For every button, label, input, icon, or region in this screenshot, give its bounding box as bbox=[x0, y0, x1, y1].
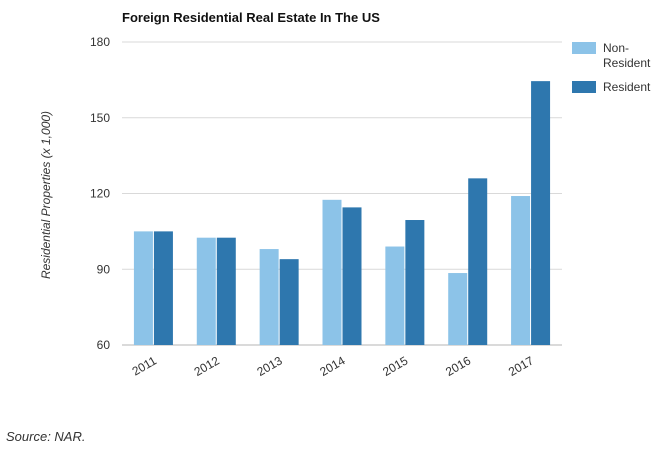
chart-title: Foreign Residential Real Estate In The U… bbox=[122, 10, 380, 25]
legend-item: Non-Resident bbox=[572, 41, 651, 70]
y-tick-label: 60 bbox=[97, 338, 111, 352]
bar-resident-2015 bbox=[405, 220, 425, 345]
bar-non-resident-2015 bbox=[385, 246, 405, 345]
bar-resident-2014 bbox=[342, 207, 362, 345]
source-note: Source: NAR. bbox=[6, 429, 86, 444]
x-axis-ticks: 2011 2012 2013 2014 2015 2016 2017 bbox=[130, 353, 537, 379]
y-axis-label: Residential Properties (x 1,000) bbox=[39, 111, 53, 279]
y-tick-label: 90 bbox=[97, 262, 111, 276]
bar-non-resident-2011 bbox=[133, 231, 153, 345]
bar-non-resident-2013 bbox=[259, 249, 279, 345]
legend-swatch bbox=[572, 81, 596, 93]
bar-non-resident-2017 bbox=[511, 196, 531, 345]
x-tick-label: 2016 bbox=[443, 353, 473, 379]
bar-non-resident-2014 bbox=[322, 199, 342, 345]
x-tick-label: 2012 bbox=[192, 353, 222, 379]
bar-resident-2013 bbox=[279, 259, 299, 345]
legend: Non-Resident Resident bbox=[572, 41, 651, 94]
legend-label: Resident bbox=[603, 80, 651, 94]
bar-resident-2017 bbox=[531, 81, 551, 345]
x-tick-label: 2014 bbox=[317, 353, 347, 379]
y-tick-label: 180 bbox=[90, 35, 110, 49]
x-tick-label: 2015 bbox=[380, 353, 410, 379]
bar-non-resident-2012 bbox=[196, 237, 216, 345]
bar-non-resident-2016 bbox=[448, 273, 468, 345]
bars bbox=[133, 81, 551, 345]
grid-lines bbox=[122, 41, 562, 346]
x-tick-label: 2011 bbox=[130, 353, 160, 378]
x-tick-label: 2017 bbox=[506, 353, 536, 379]
x-tick-label: 2013 bbox=[255, 353, 285, 379]
bar-resident-2016 bbox=[468, 178, 488, 345]
legend-label: Non-Resident bbox=[603, 41, 651, 70]
legend-swatch bbox=[572, 42, 596, 54]
bar-resident-2012 bbox=[216, 237, 236, 345]
bar-resident-2011 bbox=[153, 231, 173, 345]
y-tick-label: 120 bbox=[90, 187, 110, 201]
y-tick-label: 150 bbox=[90, 111, 110, 125]
legend-item: Resident bbox=[572, 80, 651, 94]
y-axis-ticks: 60 90 120 150 180 bbox=[90, 35, 110, 352]
